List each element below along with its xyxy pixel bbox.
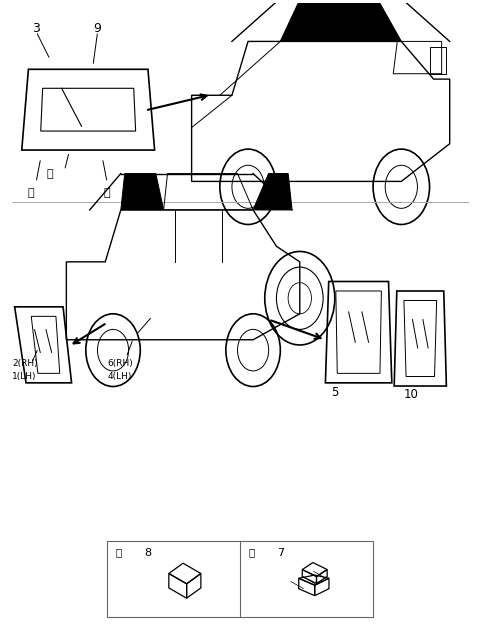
Text: 9: 9 (94, 22, 102, 35)
Text: 5: 5 (331, 386, 338, 399)
Text: 7: 7 (277, 548, 284, 558)
Bar (107, 541, 373, 617)
Text: 4(LH): 4(LH) (107, 372, 132, 381)
Text: Ⓑ: Ⓑ (104, 188, 110, 198)
Text: Ⓑ: Ⓑ (28, 188, 35, 198)
Polygon shape (253, 174, 292, 210)
Polygon shape (121, 174, 164, 210)
Polygon shape (280, 0, 401, 42)
Text: Ⓑ: Ⓑ (249, 548, 255, 558)
Text: 2(RH): 2(RH) (12, 359, 38, 368)
Text: 6(RH): 6(RH) (107, 359, 133, 368)
Text: Ⓐ: Ⓐ (116, 548, 122, 558)
Text: 1(LH): 1(LH) (12, 372, 37, 381)
Text: 10: 10 (403, 388, 418, 401)
Text: 8: 8 (144, 548, 151, 558)
Text: 3: 3 (32, 22, 40, 35)
Text: Ⓐ: Ⓐ (47, 169, 54, 179)
